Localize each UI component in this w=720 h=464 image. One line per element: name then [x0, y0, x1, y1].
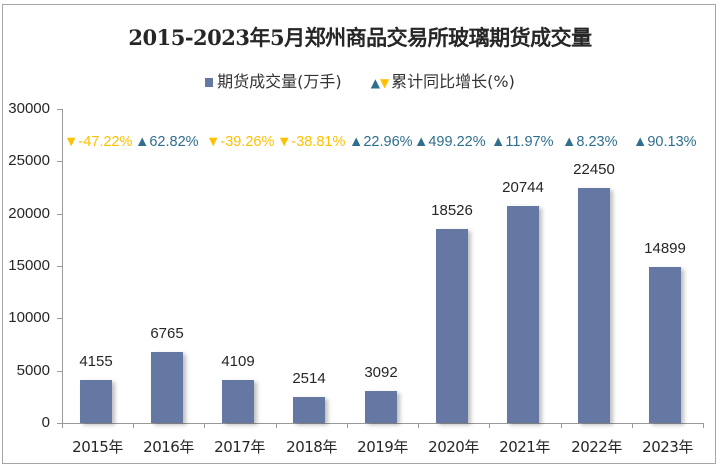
x-category-label: 2022年 — [571, 438, 622, 456]
bar — [365, 391, 397, 423]
x-tick — [418, 423, 419, 428]
x-tick — [204, 423, 205, 428]
chart-legend: 期货成交量(万手) ▲▼ 累计同比增长(%) — [0, 68, 720, 92]
bar-value-label: 20744 — [502, 179, 544, 196]
growth-label: ▼-39.26% — [206, 134, 274, 150]
y-tick — [57, 161, 62, 162]
growth-label: ▼-47.22% — [64, 134, 132, 150]
triangle-up-icon: ▲ — [349, 134, 364, 150]
growth-label: ▲22.96% — [349, 134, 413, 150]
triangle-down-icon: ▼ — [64, 134, 79, 150]
x-tick — [489, 423, 490, 428]
bar-value-label: 6765 — [150, 325, 184, 342]
x-tick — [276, 423, 277, 428]
x-category-label: 2016年 — [143, 438, 194, 456]
growth-value: 8.23% — [576, 134, 618, 150]
growth-value: 22.96% — [363, 134, 413, 150]
bar-value-label: 18526 — [431, 202, 473, 219]
growth-value: 90.13% — [647, 134, 697, 150]
y-tick-label: 25000 — [8, 152, 50, 169]
y-tick-label: 20000 — [8, 205, 50, 222]
bar-value-label: 22450 — [573, 161, 615, 178]
triangle-up-icon: ▲ — [491, 134, 506, 150]
bar-value-label: 4155 — [79, 353, 113, 370]
x-category-label: 2019年 — [357, 438, 408, 456]
y-tick — [57, 266, 62, 267]
bar-value-label: 3092 — [364, 364, 398, 381]
triangle-down-icon: ▼ — [379, 76, 390, 90]
x-tick — [561, 423, 562, 428]
y-tick-label: 15000 — [8, 257, 50, 274]
y-tick-label: 5000 — [16, 362, 50, 379]
growth-value: 62.82% — [149, 134, 199, 150]
legend-label-growth: 累计同比增长(%) — [391, 72, 515, 91]
y-tick-label: 30000 — [8, 100, 50, 117]
triangle-up-icon: ▲ — [370, 76, 380, 90]
growth-label: ▲62.82% — [135, 134, 199, 150]
bar — [80, 380, 112, 423]
growth-label: ▲90.13% — [633, 134, 697, 150]
triangle-up-icon: ▲ — [135, 134, 150, 150]
triangle-up-icon: ▲ — [414, 134, 429, 150]
triangle-down-icon: ▼ — [206, 134, 221, 150]
bar — [151, 352, 183, 423]
y-axis-line — [62, 109, 63, 424]
y-tick — [57, 318, 62, 319]
y-tick — [57, 423, 62, 424]
y-tick-label: 0 — [41, 414, 50, 431]
bar — [436, 229, 468, 423]
x-tick — [347, 423, 348, 428]
growth-value: -38.81% — [291, 134, 346, 150]
bar — [578, 188, 610, 423]
x-category-label: 2023年 — [642, 438, 693, 456]
bar — [222, 380, 254, 423]
x-tick — [703, 423, 704, 428]
growth-value: 499.22% — [428, 134, 486, 150]
y-tick — [57, 214, 62, 215]
bar-value-label: 4109 — [221, 353, 255, 370]
growth-value: 11.97% — [505, 134, 554, 150]
growth-label: ▲499.22% — [414, 134, 486, 150]
bar — [507, 206, 539, 423]
bar — [293, 397, 325, 423]
x-tick — [133, 423, 134, 428]
growth-label: ▲11.97% — [491, 134, 553, 150]
x-category-label: 2017年 — [214, 438, 265, 456]
growth-label: ▼-38.81% — [277, 134, 345, 150]
triangle-up-icon: ▲ — [562, 134, 577, 150]
chart-title: 2015-2023年5月郑州商品交易所玻璃期货成交量 — [128, 25, 592, 50]
x-tick — [632, 423, 633, 428]
y-tick — [57, 109, 62, 110]
growth-value: -47.22% — [78, 134, 133, 150]
x-category-label: 2018年 — [286, 438, 337, 456]
growth-value: -39.26% — [220, 134, 275, 150]
growth-label: ▲8.23% — [562, 134, 617, 150]
x-category-label: 2020年 — [428, 438, 479, 456]
legend-label-volume: 期货成交量(万手) — [217, 72, 342, 91]
bar — [649, 267, 681, 423]
legend-item-volume: 期货成交量(万手) — [205, 68, 342, 92]
legend-square-icon — [205, 78, 214, 87]
triangle-up-icon: ▲ — [633, 134, 648, 150]
x-tick — [62, 423, 63, 428]
x-axis-line — [62, 423, 703, 424]
triangle-down-icon: ▼ — [277, 134, 292, 150]
x-category-label: 2015年 — [72, 438, 123, 456]
x-category-label: 2021年 — [499, 438, 550, 456]
y-tick — [57, 371, 62, 372]
y-tick-label: 10000 — [8, 309, 50, 326]
bar-value-label: 14899 — [644, 240, 686, 257]
legend-item-growth: ▲▼ 累计同比增长(%) — [371, 68, 515, 92]
bar-value-label: 2514 — [292, 370, 326, 387]
